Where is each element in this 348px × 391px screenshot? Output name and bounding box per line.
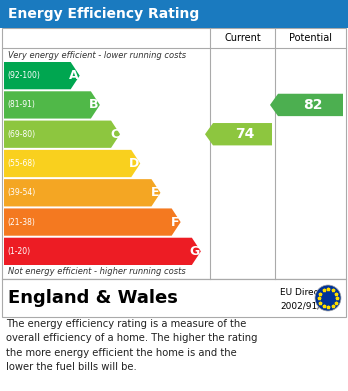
Polygon shape xyxy=(205,123,272,145)
Text: (92-100): (92-100) xyxy=(7,71,40,80)
Polygon shape xyxy=(270,94,343,116)
Text: Potential: Potential xyxy=(289,33,332,43)
Text: (69-80): (69-80) xyxy=(7,130,35,139)
Text: 2002/91/EC: 2002/91/EC xyxy=(280,301,332,310)
Polygon shape xyxy=(4,62,80,89)
Text: (21-38): (21-38) xyxy=(7,217,35,226)
Text: England & Wales: England & Wales xyxy=(8,289,178,307)
Text: 82: 82 xyxy=(303,98,322,112)
Text: Very energy efficient - lower running costs: Very energy efficient - lower running co… xyxy=(8,52,186,61)
Polygon shape xyxy=(4,238,201,265)
Polygon shape xyxy=(4,150,140,177)
Polygon shape xyxy=(4,120,120,148)
Text: 74: 74 xyxy=(235,127,254,141)
Bar xyxy=(0,0,348,28)
Text: D: D xyxy=(129,157,139,170)
Polygon shape xyxy=(4,179,160,206)
Text: (1-20): (1-20) xyxy=(7,247,30,256)
Text: B: B xyxy=(89,99,99,111)
Bar xyxy=(2,28,346,279)
Polygon shape xyxy=(4,208,181,236)
Circle shape xyxy=(315,285,341,311)
Text: Energy Efficiency Rating: Energy Efficiency Rating xyxy=(8,7,199,21)
Polygon shape xyxy=(4,91,100,118)
Text: (55-68): (55-68) xyxy=(7,159,35,168)
Text: The energy efficiency rating is a measure of the
overall efficiency of a home. T: The energy efficiency rating is a measur… xyxy=(6,319,258,372)
Text: G: G xyxy=(190,245,200,258)
Text: E: E xyxy=(151,186,159,199)
Text: (81-91): (81-91) xyxy=(7,100,35,109)
Text: F: F xyxy=(171,215,180,229)
Text: EU Directive: EU Directive xyxy=(280,288,336,297)
Text: Not energy efficient - higher running costs: Not energy efficient - higher running co… xyxy=(8,267,186,276)
Bar xyxy=(2,279,346,317)
Text: (39-54): (39-54) xyxy=(7,188,35,197)
Text: C: C xyxy=(110,128,119,141)
Text: A: A xyxy=(69,69,79,82)
Text: Current: Current xyxy=(224,33,261,43)
